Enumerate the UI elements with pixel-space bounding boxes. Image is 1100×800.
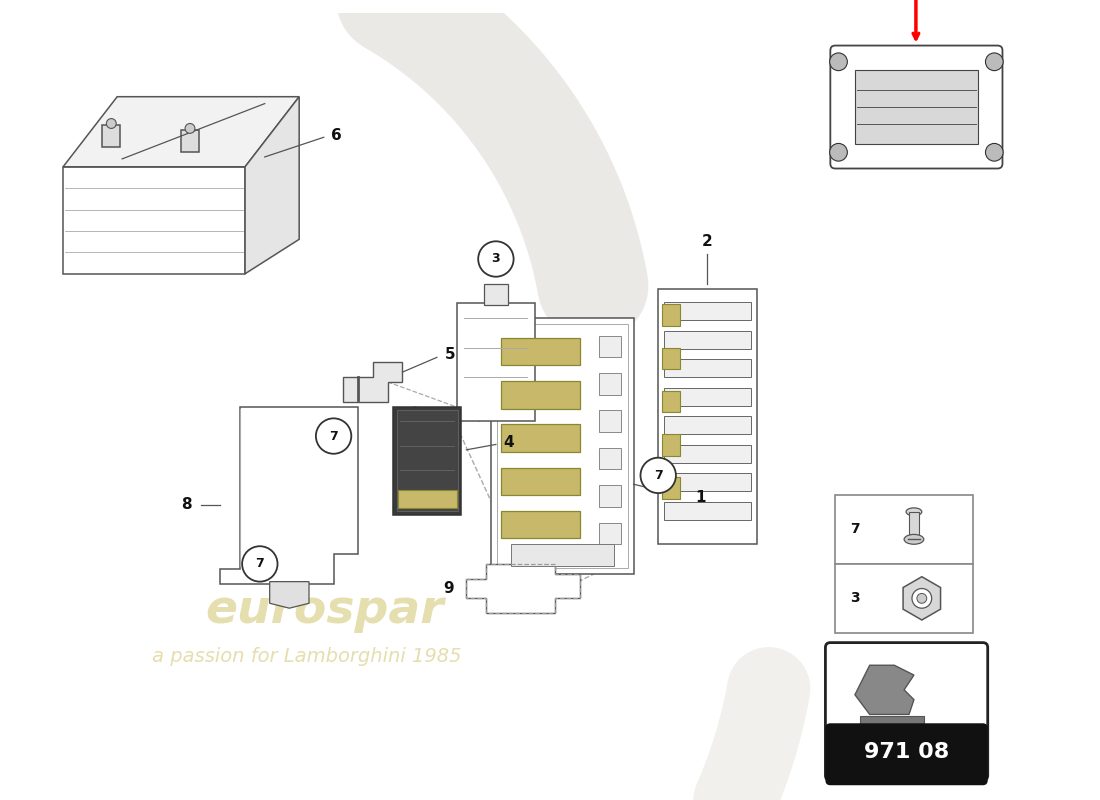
Polygon shape [466, 564, 580, 613]
Ellipse shape [906, 508, 922, 516]
Bar [500, 424, 580, 452]
Circle shape [986, 53, 1003, 70]
Text: 1: 1 [695, 490, 706, 505]
Polygon shape [220, 406, 359, 583]
Polygon shape [63, 166, 245, 274]
Bar [397, 410, 458, 511]
Bar [600, 336, 620, 358]
Text: 2: 2 [702, 234, 713, 249]
Bar [835, 495, 974, 564]
Text: 8: 8 [180, 498, 191, 513]
Polygon shape [343, 362, 403, 402]
Polygon shape [245, 97, 299, 274]
Text: 9: 9 [443, 581, 454, 596]
Bar [664, 502, 750, 520]
Bar [835, 564, 974, 633]
Circle shape [316, 418, 351, 454]
Polygon shape [63, 97, 299, 166]
Text: 3: 3 [850, 591, 859, 606]
Bar [500, 511, 580, 538]
FancyBboxPatch shape [825, 642, 988, 780]
Bar [909, 512, 918, 536]
Text: 7: 7 [850, 522, 859, 537]
Polygon shape [855, 70, 978, 144]
Text: 7: 7 [653, 469, 662, 482]
Circle shape [640, 458, 675, 493]
Text: 5: 5 [444, 347, 455, 362]
Bar [662, 391, 680, 413]
Text: 7: 7 [255, 558, 264, 570]
Bar [456, 303, 536, 422]
Bar [500, 467, 580, 495]
Polygon shape [270, 582, 309, 608]
Circle shape [829, 53, 847, 70]
Bar [491, 318, 634, 574]
Bar [662, 478, 680, 499]
Text: 971 08: 971 08 [864, 742, 949, 762]
Bar [600, 373, 620, 394]
Bar [497, 324, 628, 568]
Bar [664, 474, 750, 491]
Bar [664, 302, 750, 320]
Circle shape [107, 118, 117, 129]
Bar [600, 522, 620, 544]
Text: eurospar: eurospar [206, 588, 444, 633]
Ellipse shape [904, 534, 924, 544]
Bar [500, 381, 580, 409]
Circle shape [917, 594, 926, 603]
Text: 4: 4 [504, 434, 514, 450]
FancyBboxPatch shape [825, 723, 988, 786]
Bar [664, 388, 750, 406]
Bar [662, 304, 680, 326]
Bar [664, 359, 750, 377]
Bar [600, 486, 620, 507]
Circle shape [986, 143, 1003, 161]
Bar [860, 716, 924, 731]
Polygon shape [903, 577, 940, 620]
Bar [664, 331, 750, 349]
Circle shape [242, 546, 277, 582]
Circle shape [912, 589, 932, 608]
FancyBboxPatch shape [830, 46, 1002, 169]
Circle shape [478, 242, 514, 277]
Bar [102, 126, 120, 147]
Bar [397, 490, 456, 508]
Bar [500, 338, 580, 366]
Bar [664, 445, 750, 462]
Bar [662, 347, 680, 369]
Text: 3: 3 [492, 253, 500, 266]
Bar [393, 406, 462, 514]
Circle shape [829, 143, 847, 161]
Text: a passion for Lamborghini 1985: a passion for Lamborghini 1985 [152, 647, 461, 666]
Text: 7: 7 [329, 430, 338, 442]
Text: 6: 6 [331, 128, 342, 143]
Bar [510, 544, 614, 566]
Bar [658, 289, 757, 544]
Circle shape [185, 123, 195, 134]
Bar [484, 283, 508, 306]
Bar [662, 434, 680, 456]
Polygon shape [855, 666, 914, 714]
Bar [600, 448, 620, 470]
Bar [182, 130, 199, 152]
Bar [600, 410, 620, 432]
Bar [664, 416, 750, 434]
